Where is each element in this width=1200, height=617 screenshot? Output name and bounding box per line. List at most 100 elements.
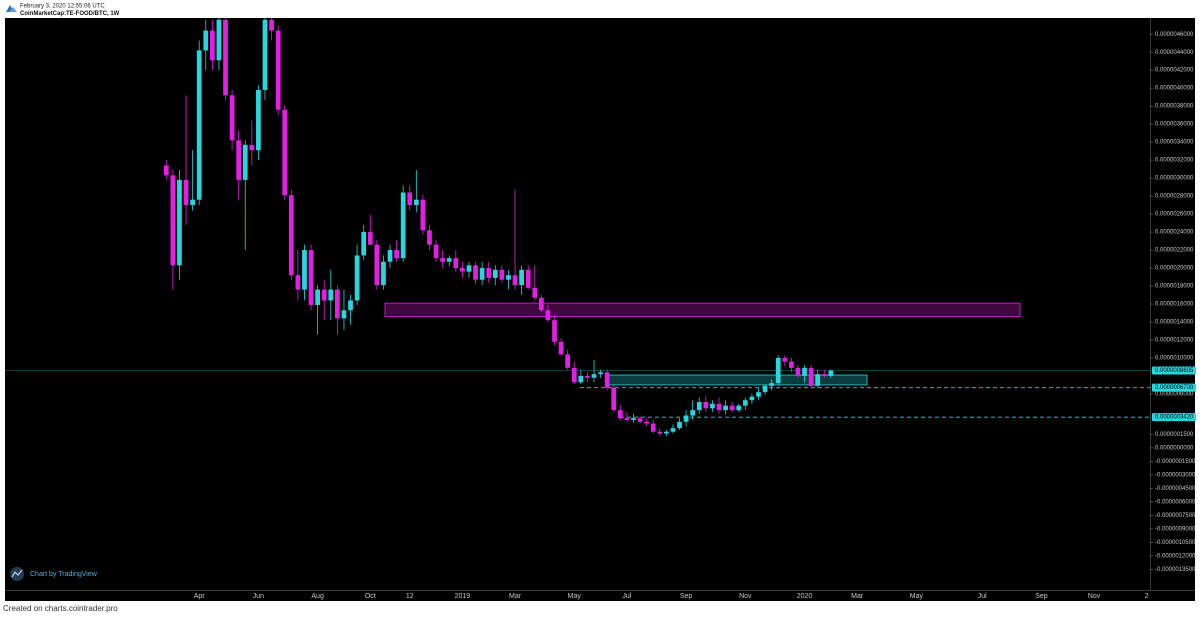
y-tick-label: 0.0000038000 (1155, 104, 1194, 110)
candle-body (611, 387, 617, 411)
price-zone (384, 302, 1021, 317)
candle-body (815, 374, 821, 386)
x-tick-label: 2019 (455, 593, 471, 600)
candle-body (756, 392, 761, 397)
y-tick-label: 0.0000040000 (1155, 86, 1194, 92)
candle-body (703, 402, 709, 409)
candle-body (828, 370, 834, 376)
y-tick-label: 0.0000016000 (1155, 302, 1194, 308)
y-tick-label: -0.0000003000 (1155, 472, 1196, 478)
y-tick-label: 0.0000034000 (1155, 140, 1194, 146)
candle-body (637, 418, 643, 422)
x-tick-label: Jul (978, 593, 987, 600)
candle-body (321, 289, 327, 301)
x-tick-label: Sep (1035, 593, 1048, 600)
x-tick-label: May (568, 593, 582, 600)
candle-body (446, 258, 452, 262)
x-tick-label: Sep (680, 593, 693, 600)
candle-body (664, 431, 669, 434)
candle-body (716, 403, 722, 411)
candle-body (492, 269, 498, 278)
y-tick-label: 0.0000022000 (1155, 248, 1194, 254)
watermark-text: Chart by TradingView (30, 571, 98, 578)
candle-body (433, 244, 439, 259)
candle-body (262, 19, 268, 90)
candle-body (723, 405, 728, 411)
zones-layer (384, 302, 1021, 386)
candle-body (341, 310, 347, 319)
candle-body (242, 144, 248, 180)
y-tick-label: -0.0000007500 (1155, 513, 1196, 519)
candle-body (381, 261, 386, 286)
x-tick-label: Oct (365, 593, 376, 600)
price-label-box (1152, 383, 1196, 392)
candle-body (650, 423, 656, 432)
x-tick-label: Apr (194, 593, 206, 600)
y-tick-label: 0.0000006000 (1155, 392, 1194, 398)
candle-body (677, 421, 682, 429)
candle-body (657, 431, 663, 434)
candle-body (460, 268, 465, 272)
candle-body (354, 255, 360, 301)
candle-body (308, 250, 314, 305)
y-tick-label: -0.0000006000 (1155, 499, 1196, 505)
candle-body (367, 232, 373, 245)
candle-body (506, 275, 511, 280)
y-tick-label: 0.0000020000 (1155, 266, 1194, 272)
candle-body (789, 361, 794, 368)
candle-body (736, 405, 742, 411)
price-zone (606, 374, 868, 386)
candle-body (315, 289, 320, 305)
candle-body (348, 300, 353, 311)
y-tick-label: 0.0000044000 (1155, 50, 1194, 56)
footer: Created on charts.cointrader.pro (3, 604, 118, 613)
candle-body (802, 367, 807, 376)
candle-body (585, 375, 590, 378)
candle-body (578, 375, 584, 383)
candle-body (209, 30, 215, 61)
x-tick-label: Mar (851, 593, 864, 600)
candle-body (538, 297, 544, 311)
candle-body (499, 269, 505, 280)
x-tick-label: Nov (739, 593, 752, 600)
candle-body (170, 175, 176, 266)
candle-body (203, 30, 209, 51)
candle-body (427, 230, 432, 245)
candle-body (696, 402, 702, 411)
x-tick-label: Nov (1088, 593, 1101, 600)
candle-body (486, 268, 492, 278)
candle-body (479, 268, 485, 280)
candle-body (729, 405, 735, 411)
candle-body (795, 367, 801, 376)
candle-body (413, 199, 419, 206)
candle-body (624, 418, 630, 421)
candle-body (190, 199, 195, 206)
candle-body (591, 374, 597, 378)
candle-body (387, 250, 393, 262)
candle-body (282, 109, 288, 196)
y-tick-label: 0.0000014000 (1155, 320, 1194, 326)
candle-body (519, 269, 524, 286)
candle-body (690, 410, 696, 416)
candle-body (565, 354, 571, 368)
axis-layer: 0.0000046000 0.0000044000 0.0000042000 0.00… (194, 32, 1196, 600)
candle-body (525, 269, 531, 288)
candle-body (394, 250, 399, 259)
y-tick-label: 0.0000000000 (1155, 445, 1194, 451)
y-tick-label: 0.0000024000 (1155, 230, 1194, 236)
tradingview-watermark: Chart by TradingView (10, 567, 98, 581)
y-tick-label: 0.0000030000 (1155, 176, 1194, 182)
timestamp: February 3, 2020 12:55:06 UTC (20, 4, 105, 10)
chart-background (5, 18, 1195, 601)
candle-body (644, 421, 649, 424)
price-label-box (1152, 413, 1196, 422)
x-tick-label: 2 (1145, 593, 1149, 600)
candle-body (229, 95, 235, 141)
price-label-box (1152, 366, 1196, 375)
x-tick-label: Aug (311, 593, 324, 600)
candle-body (782, 357, 788, 362)
price-label: 0.0000008605 (1155, 368, 1194, 374)
y-tick-label: -0.0000013500 (1155, 567, 1196, 573)
y-tick-label: 0.0000046000 (1155, 32, 1194, 38)
